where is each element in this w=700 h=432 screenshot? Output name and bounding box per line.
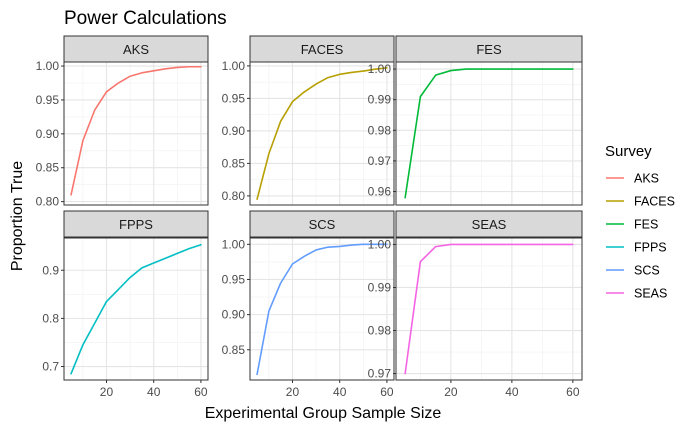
y-tick-label: 0.80 bbox=[36, 195, 60, 209]
panel-strip-label: FES bbox=[476, 42, 502, 57]
panel-scs: SCS 0.85 0.90 0.95 1.00 20 40 60 bbox=[222, 210, 395, 399]
legend-label: FPPS bbox=[634, 241, 667, 255]
y-tick-label: 0.99 bbox=[368, 280, 392, 294]
y-tick-label: 0.80 bbox=[222, 189, 246, 203]
panel-seas: SEAS 0.97 0.98 0.99 1.00 20 40 60 bbox=[368, 210, 583, 399]
panel-border bbox=[249, 61, 395, 206]
panel-border bbox=[395, 61, 583, 206]
panel-strip-label: FPPS bbox=[119, 217, 153, 232]
panel-strip-label: FACES bbox=[301, 42, 344, 57]
y-tick-label: 0.98 bbox=[368, 324, 392, 338]
series-line-seas bbox=[404, 243, 574, 375]
y-tick-label: 0.90 bbox=[222, 308, 246, 322]
y-tick-label: 0.9 bbox=[42, 263, 59, 277]
legend-item-fpps: FPPS bbox=[606, 241, 667, 255]
series-line-aks bbox=[70, 65, 202, 196]
panel-strip bbox=[395, 210, 583, 238]
legend-label: AKS bbox=[634, 172, 659, 186]
legend-label: SCS bbox=[634, 264, 660, 278]
panel-fpps: FPPS 0.7 0.8 0.9 20 40 60 bbox=[42, 210, 209, 399]
x-tick-label: 20 bbox=[100, 385, 114, 399]
y-tick-label: 0.95 bbox=[222, 272, 246, 286]
panel-background bbox=[64, 238, 208, 380]
y-tick-label: 0.7 bbox=[42, 360, 59, 374]
panel-aks: AKS 0.80 0.85 0.90 0.95 1.00 bbox=[36, 35, 209, 209]
y-tick-label: 0.85 bbox=[222, 156, 246, 170]
y-tick-label: 0.85 bbox=[36, 161, 60, 175]
y-tick-label: 0.96 bbox=[368, 185, 392, 199]
series-line-faces bbox=[256, 67, 388, 200]
series-line-scs bbox=[256, 243, 388, 376]
x-tick-label: 60 bbox=[194, 385, 208, 399]
y-tick-label: 0.95 bbox=[36, 93, 60, 107]
panel-border bbox=[395, 237, 583, 381]
panel-strip bbox=[249, 35, 395, 63]
x-tick-label: 40 bbox=[505, 385, 519, 399]
y-tick-label: 0.97 bbox=[368, 154, 392, 168]
y-tick-label: 0.97 bbox=[368, 367, 392, 381]
legend-item-faces: FACES bbox=[606, 195, 675, 209]
panel-strip bbox=[63, 35, 209, 63]
y-tick-label: 0.90 bbox=[222, 124, 246, 138]
legend: Survey AKS FACES FES FPPS SCS SEAS bbox=[605, 143, 675, 301]
x-tick-label: 20 bbox=[444, 385, 458, 399]
y-tick-label: 0.85 bbox=[222, 343, 246, 357]
x-tick-label: 60 bbox=[566, 385, 580, 399]
x-tick-label: 40 bbox=[333, 385, 347, 399]
panel-faces: FACES 0.80 0.85 0.90 0.95 1.00 bbox=[222, 35, 395, 206]
x-axis-title: Experimental Group Sample Size bbox=[205, 405, 442, 422]
panel-border bbox=[63, 61, 209, 206]
series-line-fes bbox=[404, 68, 574, 199]
y-tick-label: 1.00 bbox=[222, 59, 246, 73]
legend-item-scs: SCS bbox=[606, 264, 660, 278]
x-tick-label: 40 bbox=[147, 385, 161, 399]
series-line-fpps bbox=[70, 243, 202, 375]
panels-layer: AKS0.800.850.900.951.00FACES0.800.850.90… bbox=[36, 35, 583, 399]
x-tick-label: 60 bbox=[380, 385, 394, 399]
panel-background bbox=[250, 62, 394, 205]
legend-label: FES bbox=[634, 218, 658, 232]
legend-title: Survey bbox=[605, 143, 652, 160]
panel-border bbox=[63, 237, 209, 381]
y-axis-title: Proportion True bbox=[9, 161, 26, 271]
panel-background bbox=[396, 62, 582, 205]
y-tick-label: 0.98 bbox=[368, 123, 392, 137]
x-tick-label: 20 bbox=[286, 385, 300, 399]
panel-strip-label: SEAS bbox=[472, 217, 507, 232]
y-tick-label: 0.90 bbox=[36, 127, 60, 141]
panel-strip-label: SCS bbox=[309, 217, 336, 232]
y-tick-label: 1.00 bbox=[222, 237, 246, 251]
y-tick-label: 1.00 bbox=[368, 62, 392, 76]
legend-item-seas: SEAS bbox=[606, 287, 667, 301]
panel-strip bbox=[395, 35, 583, 63]
y-tick-label: 1.00 bbox=[36, 59, 60, 73]
panel-strip bbox=[63, 210, 209, 238]
legend-item-fes: FES bbox=[606, 218, 658, 232]
y-tick-label: 0.95 bbox=[222, 91, 246, 105]
legend-label: FACES bbox=[634, 195, 675, 209]
y-tick-label: 0.99 bbox=[368, 93, 392, 107]
chart-title: Power Calculations bbox=[64, 8, 227, 29]
panel-strip-label: AKS bbox=[123, 42, 149, 57]
panel-strip bbox=[249, 210, 395, 238]
y-tick-label: 1.00 bbox=[368, 237, 392, 251]
panel-background bbox=[250, 238, 394, 380]
y-tick-label: 0.8 bbox=[42, 311, 59, 325]
panel-fes: FES 0.96 0.97 0.98 0.99 1.00 bbox=[368, 35, 583, 206]
legend-label: SEAS bbox=[634, 287, 667, 301]
panel-border bbox=[249, 237, 395, 381]
legend-item-aks: AKS bbox=[606, 172, 659, 186]
